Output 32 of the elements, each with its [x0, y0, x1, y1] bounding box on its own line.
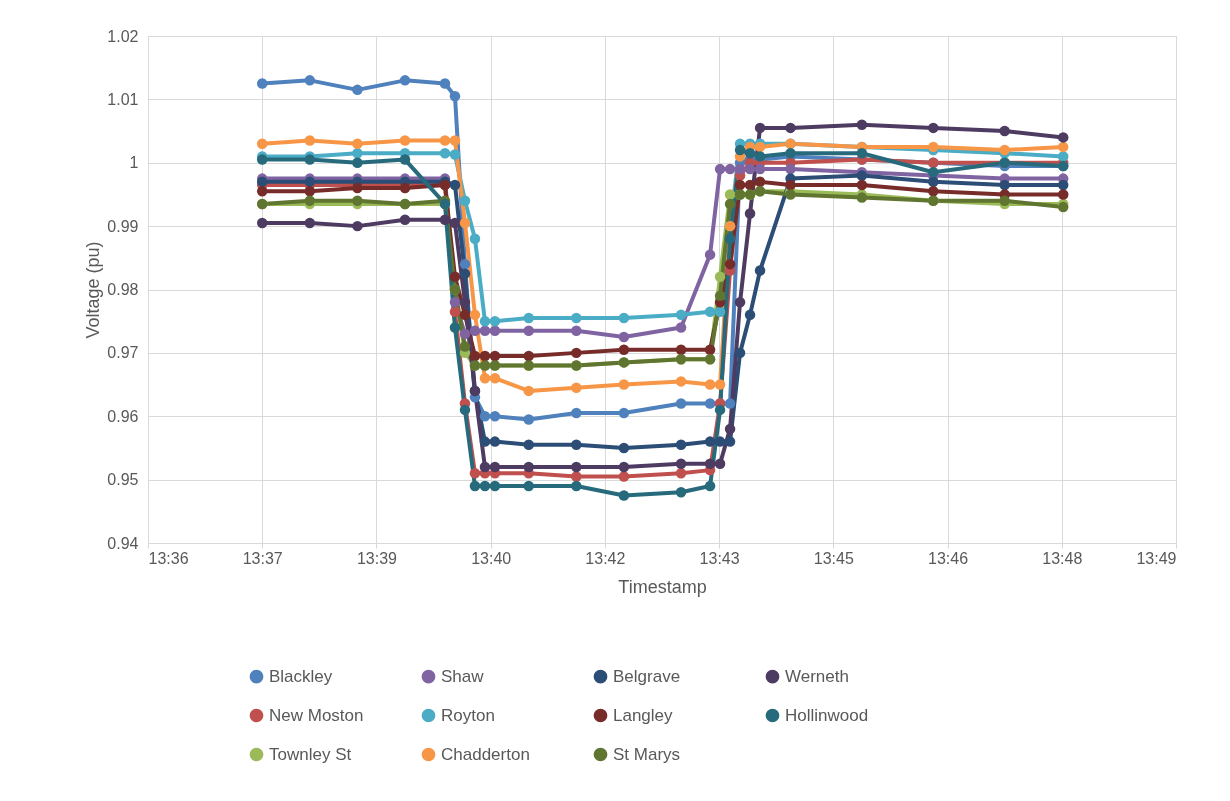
legend-label: Hollinwood — [785, 705, 869, 725]
y-axis-title: Voltage (pu) — [83, 241, 104, 339]
legend-label: Langley — [613, 705, 674, 725]
y-tick-label: 0.95 — [107, 471, 139, 489]
x-tick-label: 13:43 — [699, 549, 740, 567]
legend-label: Belgrave — [613, 666, 681, 686]
x-tick-label: 13:48 — [1042, 549, 1083, 567]
x-tick-label: 13:49 — [1136, 549, 1177, 567]
legend-label: Shaw — [441, 666, 485, 686]
x-axis-title: Timestamp — [618, 576, 707, 597]
x-tick-label: 13:39 — [356, 549, 398, 567]
x-tick-label: 13:40 — [471, 549, 512, 567]
y-tick-label: 0.94 — [107, 534, 139, 552]
legend-label: Blackley — [269, 666, 333, 686]
y-tick-label: 0.99 — [107, 217, 139, 235]
legend-label: New Moston — [269, 705, 364, 725]
legend-label: St Marys — [613, 744, 681, 764]
legend-label: Townley St — [269, 744, 352, 764]
legend-label: Royton — [441, 705, 495, 725]
x-tick-label: 13:46 — [928, 549, 969, 567]
x-tick-label: 13:42 — [585, 549, 626, 567]
y-tick-label: 0.96 — [107, 407, 139, 425]
y-tick-label: 0.98 — [107, 281, 139, 298]
x-tick-label: 13:37 — [242, 549, 283, 567]
legend-label: Chadderton — [441, 744, 530, 764]
y-tick-label: 1.01 — [107, 90, 139, 108]
x-tick-label: 13:36 — [148, 549, 189, 567]
y-tick-label: 1 — [129, 154, 139, 172]
legend-label: Werneth — [785, 666, 849, 686]
y-tick-label: 1.02 — [107, 27, 139, 45]
x-tick-label: 13:45 — [813, 549, 854, 567]
y-tick-label: 0.97 — [107, 344, 139, 362]
